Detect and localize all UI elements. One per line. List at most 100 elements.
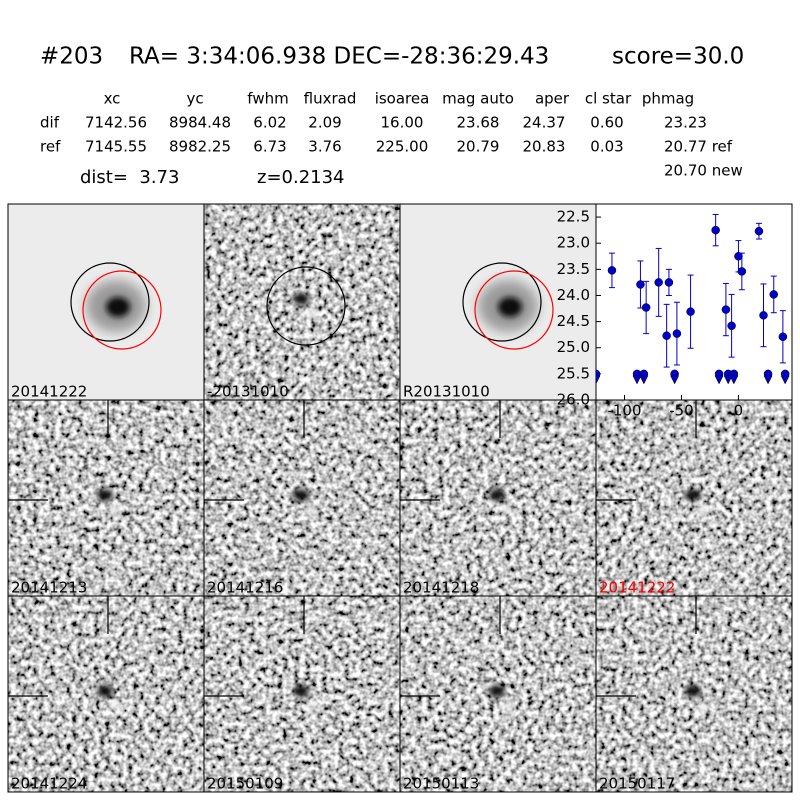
residual-spot <box>109 700 123 712</box>
stamp-label: 20141222 <box>11 383 87 401</box>
point <box>769 290 779 299</box>
table-cell: 2.09 <box>308 114 341 132</box>
source-spot <box>489 685 505 697</box>
residual-spot <box>697 700 711 712</box>
aperture-new <box>82 270 162 350</box>
table-cell: 8984.48 <box>169 114 231 132</box>
source-spot <box>489 489 505 501</box>
stamp-label: 20150113 <box>403 775 479 793</box>
table-cell: 6.73 <box>253 138 286 156</box>
score: score=30.0 <box>612 44 744 70</box>
point <box>727 321 736 331</box>
point <box>654 278 663 287</box>
row-label: dif <box>40 114 60 132</box>
redshift: z=0.2134 <box>257 167 345 188</box>
source-spot <box>97 489 113 501</box>
stamp-label: -20131010 <box>207 383 289 401</box>
plot-marks <box>596 213 790 385</box>
x-tick-label: -100 <box>607 402 641 420</box>
residual-spot <box>501 700 515 712</box>
point <box>711 225 720 235</box>
table-cell: 20.79 <box>457 138 500 156</box>
residual-spot <box>305 504 319 516</box>
y-tick-label: 25.0 <box>557 338 590 356</box>
stamp-label: 20150109 <box>207 775 283 793</box>
point <box>778 332 788 342</box>
limit-arrow <box>723 375 733 385</box>
coordinates: RA= 3:34:06.938 DEC=-28:36:29.43 <box>129 44 549 70</box>
table-cell: 3.76 <box>308 138 341 156</box>
source-spot <box>97 685 113 697</box>
source-core <box>106 297 130 317</box>
residual-spot <box>305 308 319 320</box>
column-header: mag auto <box>442 90 514 108</box>
limit-arrow <box>632 375 642 385</box>
point <box>737 267 747 276</box>
column-header: aper <box>535 90 570 108</box>
point <box>721 305 731 314</box>
stamps: 20141222 -20131010 R20131010 20141213 201412… <box>7 203 793 793</box>
point <box>636 280 645 289</box>
limit-arrow <box>639 375 649 385</box>
table-cell: 16.00 <box>381 114 424 132</box>
y-tick-label: 22.5 <box>557 208 590 226</box>
dist: dist= 3.73 <box>80 167 179 188</box>
stamp-label: R20131010 <box>403 383 490 401</box>
table-cell: 20.83 <box>523 138 566 156</box>
column-header: isoarea <box>375 90 430 108</box>
column-header: xc <box>104 90 121 108</box>
table-cell: 7145.55 <box>85 138 147 156</box>
plot-area <box>595 203 793 401</box>
stamp-label: 20150117 <box>599 775 675 793</box>
limit-arrow <box>763 375 773 385</box>
source-spot <box>685 489 701 501</box>
column-header: phmag <box>642 90 694 108</box>
y-tick-label: 26.0 <box>557 391 590 409</box>
limit-arrow <box>780 375 790 385</box>
aperture-ref <box>70 262 150 342</box>
point <box>686 307 695 316</box>
source-spot <box>293 293 309 305</box>
x-tick-label: 0 <box>734 402 744 420</box>
residual-spot <box>109 504 123 516</box>
y-tick-label: 24.0 <box>557 286 590 304</box>
table-cell: 225.00 <box>376 138 429 156</box>
y-tick-label: 23.5 <box>557 260 590 278</box>
point <box>662 331 671 340</box>
table-cell: 0.03 <box>590 138 623 156</box>
y-tick-label: 25.5 <box>557 364 590 382</box>
stamp-frame <box>595 595 793 793</box>
point <box>641 303 651 312</box>
y-tick-label: 24.5 <box>557 312 590 330</box>
residual-spot <box>501 504 515 516</box>
stamp-label: 20141213 <box>11 579 87 597</box>
aperture-ref <box>266 266 346 346</box>
table-cell: 24.37 <box>523 114 566 132</box>
stamp-label: 20141224 <box>11 775 87 793</box>
table-cell: 7142.56 <box>85 114 147 132</box>
point <box>672 329 682 338</box>
point <box>759 311 768 320</box>
table-cell: 8982.25 <box>169 138 231 156</box>
point <box>607 266 617 275</box>
new-mag: 20.70 new <box>664 162 743 180</box>
aperture-new <box>474 270 554 350</box>
residual-spot <box>697 504 711 516</box>
stamp-label: 20141218 <box>403 579 479 597</box>
limit-arrow <box>596 375 601 385</box>
light-curve: 22.5 23.0 23.5 24.0 24.5 25.0 25.5 26.0 -100 -50 0 <box>557 203 793 420</box>
table-cell: 0.60 <box>590 114 623 132</box>
limit-arrow <box>670 375 680 385</box>
point <box>664 278 674 287</box>
table-cell: 23.68 <box>457 114 500 132</box>
point <box>754 226 764 236</box>
column-header: fluxrad <box>304 90 357 108</box>
source-core <box>498 297 522 317</box>
source-spot <box>293 685 309 697</box>
stamp-label: 20141222 <box>599 579 675 597</box>
source-spot <box>685 685 701 697</box>
residual-spot <box>305 700 319 712</box>
y-tick-label: 23.0 <box>557 234 590 252</box>
source-spot <box>293 489 309 501</box>
